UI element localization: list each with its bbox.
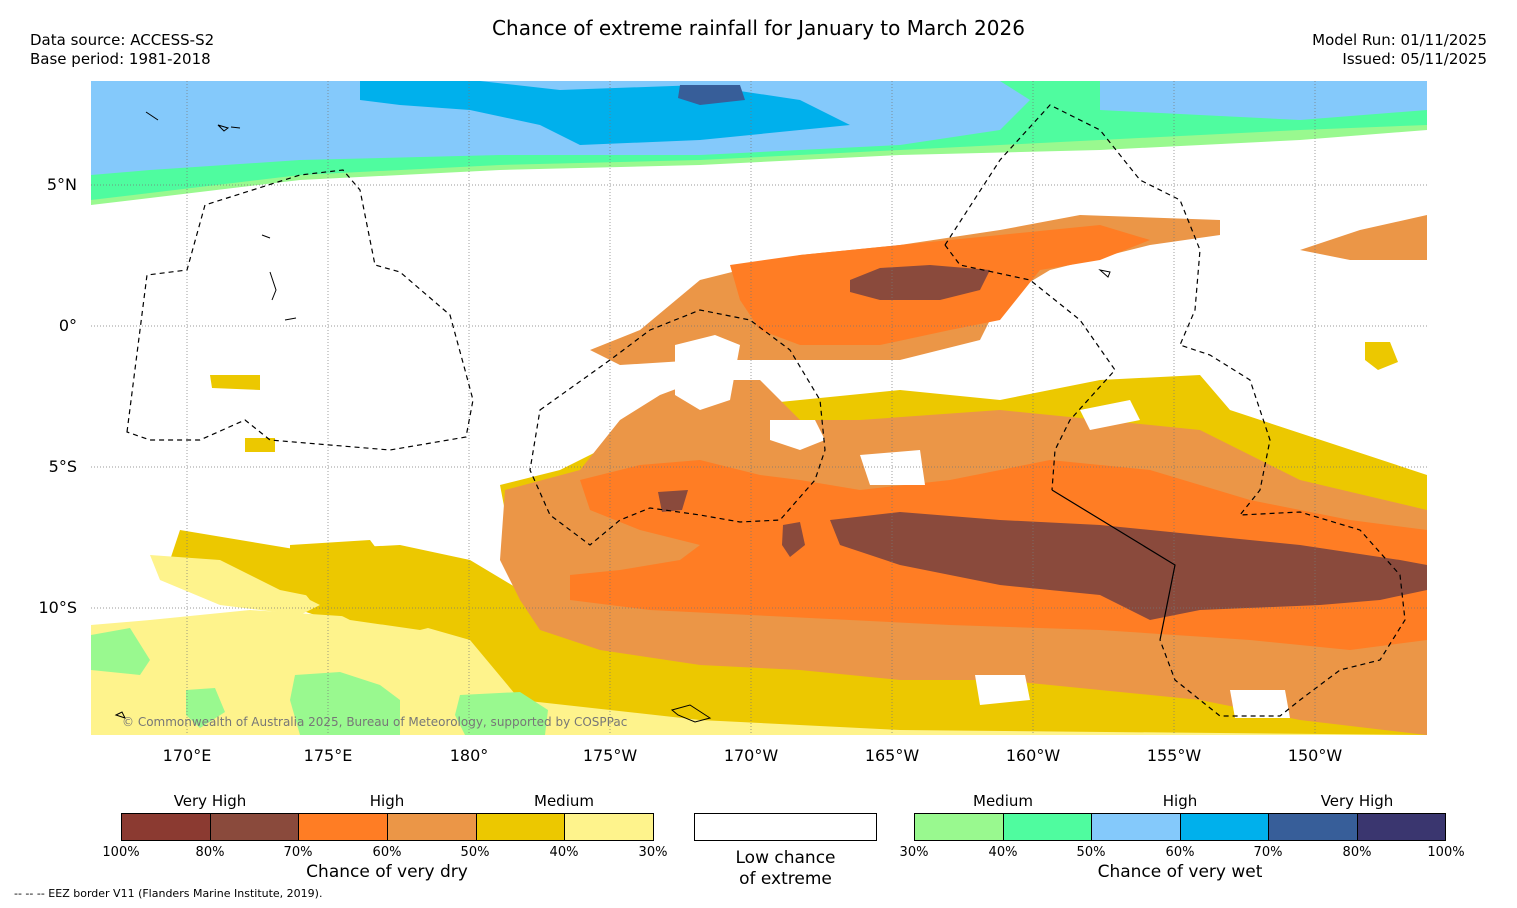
dry-patch-west-2 (245, 438, 275, 452)
lon-label-170e: 170°E (162, 746, 212, 765)
dry-tick: 60% (372, 845, 402, 860)
low-chance-hole-4 (975, 675, 1030, 705)
lon-label-175w: 175°W (582, 746, 638, 765)
dry-high-ne (1300, 215, 1427, 260)
dry-swatch (122, 814, 211, 840)
eez-borders (126, 104, 1406, 717)
dry-light-region (91, 610, 1427, 735)
lon-label-175e: 175°E (303, 746, 353, 765)
dry-light-west (150, 555, 330, 615)
dry-caption: Chance of very dry (306, 862, 468, 882)
wet-cat-high: High (1162, 792, 1198, 810)
data-source-label: Data source: ACCESS-S2 (30, 31, 215, 49)
dry-veryhigh-region (830, 512, 1427, 620)
low-caption-line2: of extreme (739, 869, 832, 889)
wet-patch-ne (1100, 81, 1427, 120)
wet-swatch (1357, 814, 1445, 840)
wet-swatch (1180, 814, 1269, 840)
map-fill-layer (91, 81, 1427, 735)
wet-colorbar (914, 813, 1446, 841)
low-chance-swatch (694, 813, 877, 841)
eez-footnote: -- -- -- EEZ border V11 (Flanders Marine… (14, 887, 323, 900)
lat-label-10s: 10°S (38, 598, 77, 617)
dry-patch-west-3 (290, 540, 460, 630)
wet-tick: 100% (1427, 845, 1465, 860)
dry-swatch (476, 814, 566, 840)
wet-patch-south-3 (186, 688, 225, 728)
low-chance-hole-6 (1080, 400, 1140, 430)
dry-swatch (388, 814, 477, 840)
lon-label-180: 180° (449, 746, 489, 765)
wet-caption: Chance of very wet (1097, 862, 1263, 882)
dry-veryhigh-patch-2 (782, 522, 805, 557)
lon-label-165w: 165°W (864, 746, 920, 765)
dry-cat-medium: Medium (534, 792, 594, 810)
dry-cat-high: High (369, 792, 405, 810)
copyright-note: © Commonwealth of Australia 2025, Bureau… (122, 715, 628, 729)
wet-veryhigh-region (678, 85, 745, 105)
lon-label-160w: 160°W (1005, 746, 1061, 765)
lat-label-5s: 5°S (48, 457, 77, 476)
issued-label: Issued: 05/11/2025 (1342, 50, 1487, 68)
wet-patch-south-2 (455, 692, 548, 735)
wet-tick: 60% (1165, 845, 1195, 860)
wet-cat-very-high: Very High (1320, 792, 1394, 810)
wet-tick: 80% (1342, 845, 1372, 860)
dry-colorbar (121, 813, 654, 841)
dry-veryhigh-north (850, 265, 990, 300)
low-chance-hole-5 (1230, 690, 1290, 718)
dry-patch-east (1365, 342, 1398, 370)
lat-label-5n: 5°N (46, 175, 77, 194)
wet-patch-south (290, 672, 400, 735)
wet-tick: 70% (1253, 845, 1283, 860)
dry-veryhigh-patch (658, 490, 688, 512)
dry-patch-west (210, 375, 260, 390)
wet-swatch (915, 814, 1004, 840)
eez-solid-border (1051, 489, 1176, 641)
dry-swatch (210, 814, 300, 840)
wet-swatch (1269, 814, 1358, 840)
graticule (91, 81, 1427, 735)
island-outlines (114, 111, 1111, 723)
wet-tick: 40% (988, 845, 1018, 860)
dry-tick: 80% (195, 845, 225, 860)
lon-label-170w: 170°W (723, 746, 779, 765)
dry-tick: 100% (102, 845, 140, 860)
dry-tick: 40% (549, 845, 579, 860)
model-run-label: Model Run: 01/11/2025 (1312, 31, 1487, 49)
dry-tick: 50% (460, 845, 490, 860)
wet-cat-medium: Medium (973, 792, 1033, 810)
wet-swatch (1092, 814, 1181, 840)
low-chance-hole-2 (675, 335, 740, 410)
wet-tick: 30% (899, 845, 929, 860)
lat-label-0: 0° (58, 316, 77, 335)
wet-swatch (1003, 814, 1092, 840)
lon-label-150w: 150°W (1287, 746, 1343, 765)
dry-cat-very-high: Very High (173, 792, 247, 810)
base-period-label: Base period: 1981-2018 (30, 50, 211, 68)
wet-patch-sw (91, 628, 150, 675)
low-chance-hole (770, 420, 825, 450)
dry-tick: 70% (283, 845, 313, 860)
wet-tick: 50% (1076, 845, 1106, 860)
chart-title: Chance of extreme rainfall for January t… (492, 16, 1025, 40)
low-caption-line1: Low chance (735, 848, 836, 868)
lon-label-155w: 155°W (1146, 746, 1202, 765)
low-chance-hole-3 (860, 450, 925, 485)
dry-swatch (565, 814, 654, 840)
dry-swatch (299, 814, 389, 840)
dry-tick: 30% (638, 845, 668, 860)
